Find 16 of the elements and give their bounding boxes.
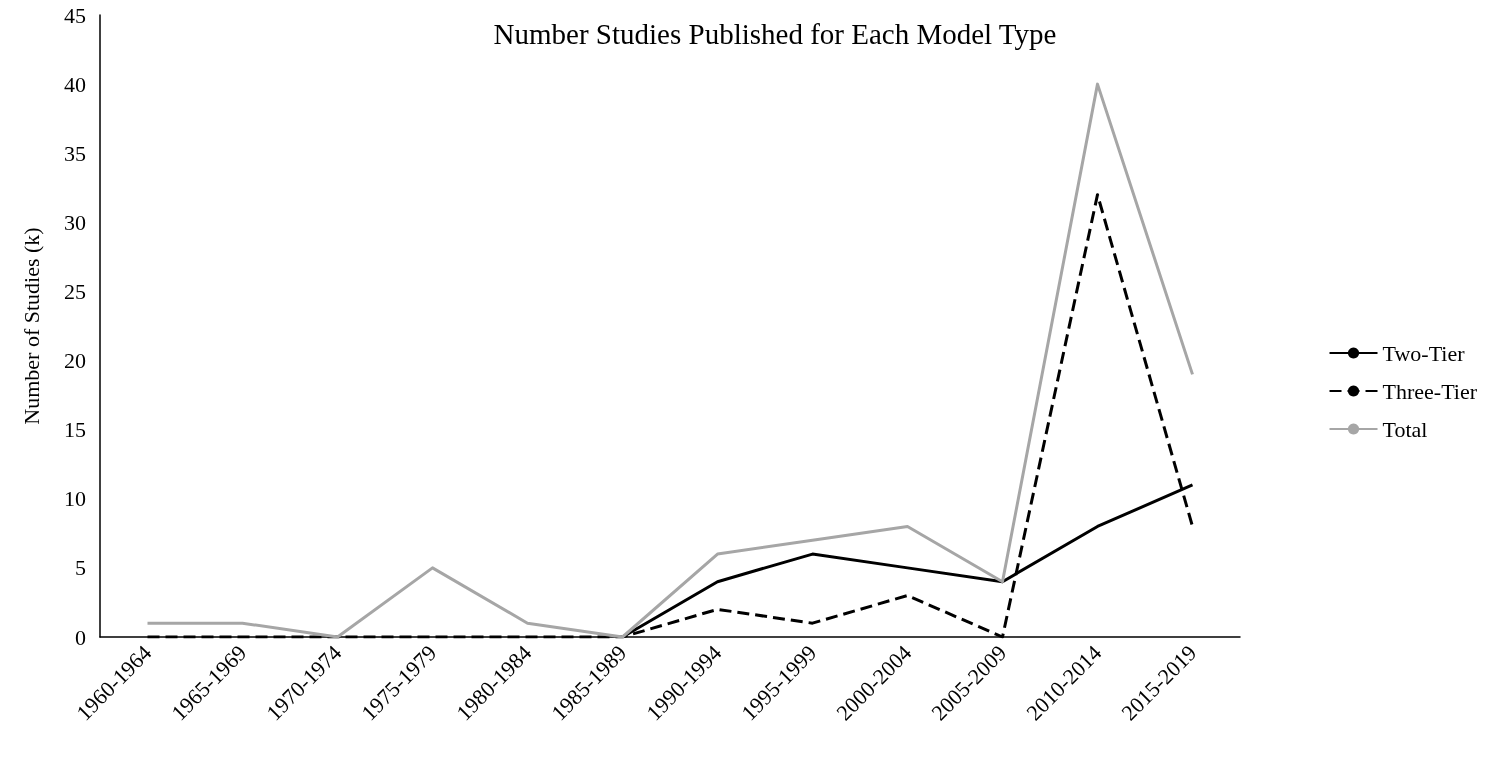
legend-label: Two-Tier: [1382, 340, 1466, 366]
y-tick-label: 45: [64, 2, 86, 28]
y-axis-title: Number of Studies (k): [18, 227, 44, 425]
chart-title: Number Studies Published for Each Model Type: [493, 17, 1057, 50]
y-tick-label: 0: [75, 624, 86, 650]
y-tick-label: 15: [64, 417, 86, 443]
legend-label: Total: [1382, 416, 1428, 442]
y-tick-label: 30: [64, 209, 86, 235]
y-tick-label: 35: [64, 140, 86, 166]
y-tick-label: 5: [75, 555, 86, 581]
legend-label: Three-Tier: [1382, 378, 1478, 404]
y-tick-label: 10: [64, 486, 86, 512]
y-tick-label: 25: [64, 278, 86, 304]
line-series: [146, 82, 1194, 639]
y-tick-label: 20: [64, 348, 86, 374]
y-tick-label: 40: [64, 71, 86, 97]
